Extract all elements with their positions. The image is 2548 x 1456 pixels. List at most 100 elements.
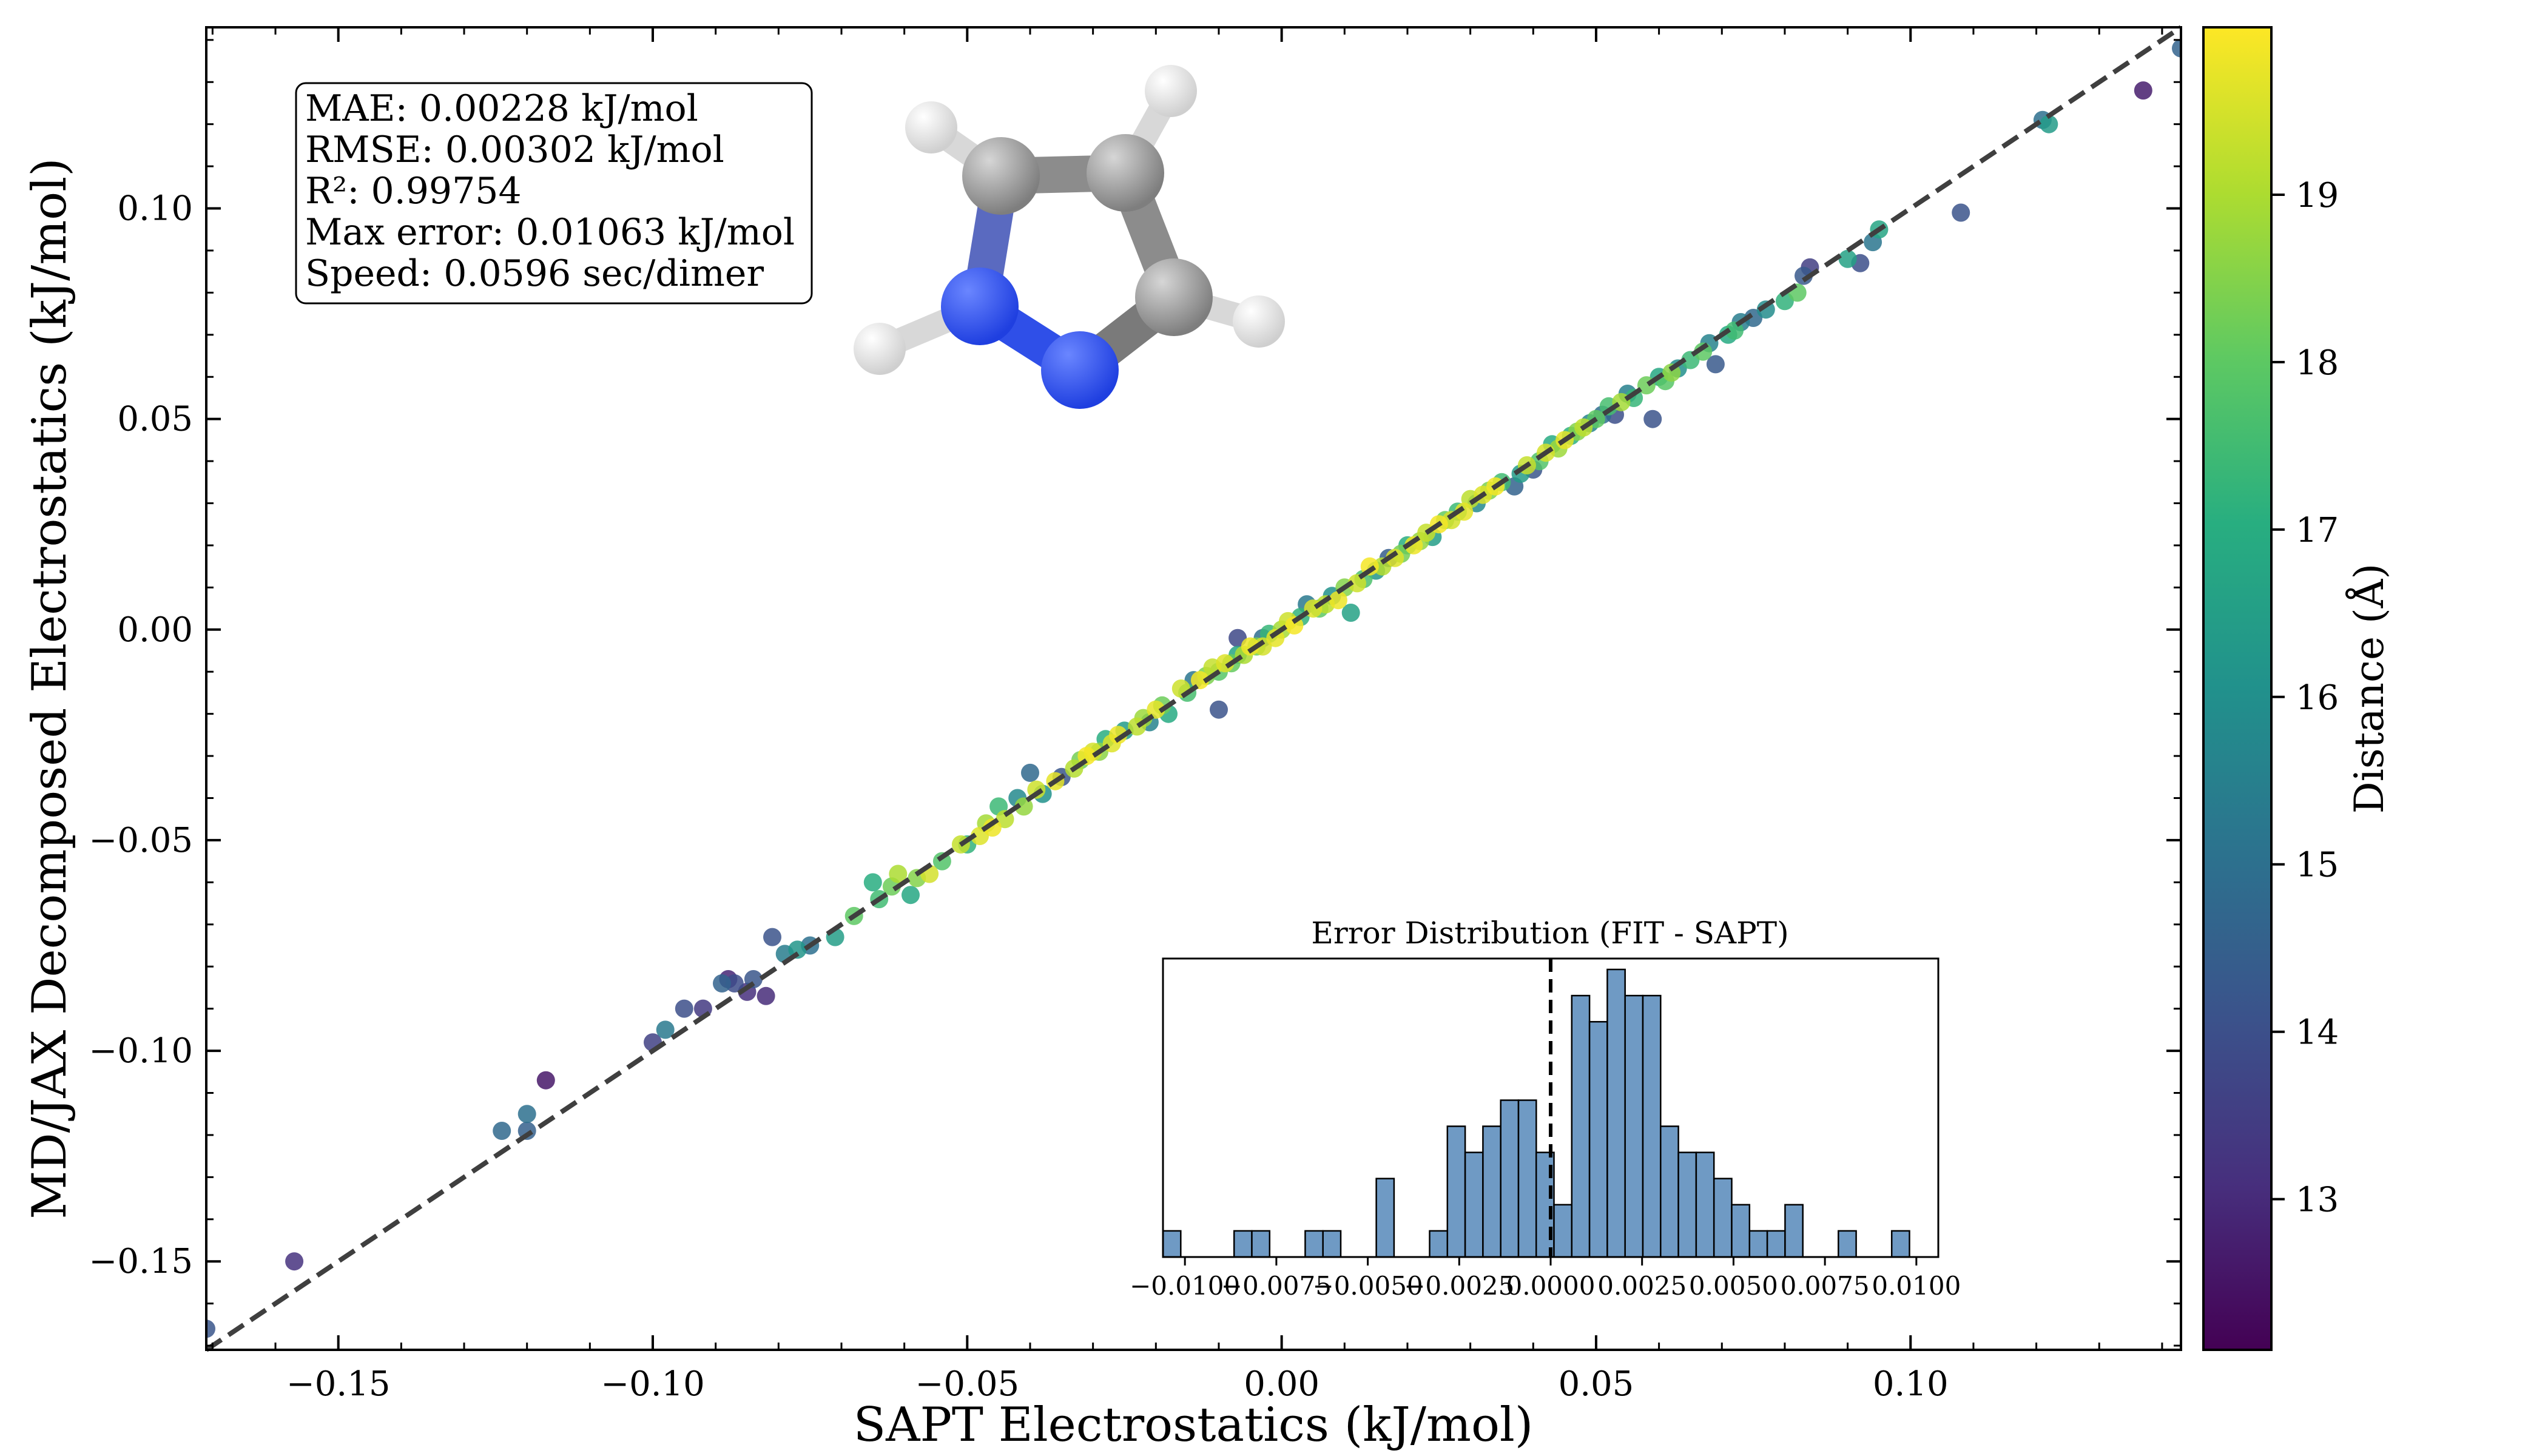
histogram-bar — [1482, 1125, 1502, 1258]
scatter-point — [1216, 654, 1235, 673]
histogram-bar — [1695, 1151, 1715, 1258]
inset-frame — [1162, 957, 1940, 1258]
histogram-bar — [1677, 1151, 1697, 1258]
y-axis-label: MD/JAX Decomposed Electrostatics (kJ/mol… — [22, 158, 77, 1219]
x-axis-label: SAPT Electrostatics (kJ/mol) — [854, 1398, 1534, 1452]
hydrogen-atom — [1145, 65, 1197, 117]
stats-rmse: RMSE: 0.00302 kJ/mol — [305, 129, 724, 171]
hydrogen-atom — [905, 101, 957, 153]
colorbar-frame — [2202, 26, 2273, 1351]
histogram-bar — [1464, 1151, 1484, 1258]
colorbar: 13 14 15 16 17 18 19 Distance (Å) — [2202, 26, 2393, 1351]
carbon-atom — [1135, 258, 1213, 336]
y-tick-label: −0.10 — [89, 1031, 193, 1071]
histogram-bar — [1517, 1099, 1537, 1258]
scatter-point — [493, 1122, 511, 1140]
inset-histogram: Error Distribution (FIT - SAPT) −0.0100−… — [1130, 915, 1961, 1301]
scatter-point — [1643, 410, 1662, 428]
histogram-bar — [1500, 1099, 1520, 1258]
scatter-point — [2040, 115, 2058, 133]
stats-r2: R²: 0.99754 — [305, 170, 522, 212]
scatter-point — [656, 1020, 675, 1039]
histogram-bar — [1162, 1230, 1182, 1258]
histogram-bar — [1588, 1020, 1608, 1258]
colorbar-tick-label: 18 — [2296, 343, 2339, 383]
scatter-point — [2172, 39, 2181, 58]
scatter-point — [536, 1071, 555, 1090]
histogram-bar — [1375, 1178, 1395, 1258]
x-tick-label: −0.05 — [915, 1364, 1020, 1404]
histogram-bar — [1429, 1230, 1449, 1258]
scatter-point — [1952, 203, 1970, 222]
inset-title: Error Distribution (FIT - SAPT) — [1311, 915, 1788, 951]
inset-x-tick-label: 0.0000 — [1506, 1271, 1596, 1301]
stats-max-error: Max error: 0.01063 kJ/mol — [305, 211, 795, 254]
histogram-bar — [1713, 1178, 1733, 1258]
x-tick-label: 0.00 — [1244, 1364, 1320, 1404]
hydrogen-atom — [1233, 295, 1285, 348]
inset-x-tick-label: −0.0050 — [1313, 1271, 1423, 1301]
histogram-bar — [1571, 994, 1591, 1258]
scatter-point — [1455, 502, 1474, 521]
colorbar-tick-label: 16 — [2296, 678, 2339, 718]
molecule-image — [854, 65, 1285, 409]
x-tick-label: −0.10 — [601, 1364, 705, 1404]
scatter-point — [1386, 548, 1404, 567]
scatter-point — [889, 864, 908, 883]
scatter-point — [1341, 604, 1360, 622]
stats-speed: Speed: 0.0596 sec/dimer — [305, 252, 764, 295]
histogram-bar — [1304, 1230, 1324, 1258]
y-tick-label: 0.10 — [117, 189, 193, 229]
stats-mae: MAE: 0.00228 kJ/mol — [305, 87, 698, 130]
scatter-point — [1109, 726, 1128, 744]
inset-x-tick-label: 0.0050 — [1689, 1271, 1778, 1301]
histogram-bar — [1766, 1230, 1786, 1258]
histogram-bar — [1251, 1230, 1271, 1258]
histogram-bar — [1784, 1204, 1804, 1258]
histogram-bar — [1624, 994, 1644, 1258]
y-tick-label: −0.15 — [89, 1242, 193, 1281]
scatter-point — [713, 974, 731, 993]
colorbar-tick-label: 15 — [2296, 846, 2339, 885]
x-tick-label: 0.05 — [1559, 1364, 1634, 1404]
scatter-point — [517, 1105, 536, 1124]
colorbar-tick-label: 17 — [2296, 511, 2339, 550]
nitrogen-atom — [1041, 331, 1119, 409]
nitrogen-atom — [941, 268, 1019, 345]
carbon-atom — [1087, 134, 1164, 212]
scatter-point — [2134, 81, 2152, 100]
inset-x-tick-label: 0.0025 — [1597, 1271, 1687, 1301]
inset-x-tick-label: −0.0075 — [1221, 1271, 1332, 1301]
inset-x-tick-label: −0.0100 — [1130, 1271, 1240, 1301]
histogram-bar — [1233, 1230, 1253, 1258]
colorbar-tick-label: 14 — [2296, 1013, 2339, 1053]
x-tick-label: 0.10 — [1873, 1364, 1949, 1404]
histogram-bar — [1446, 1125, 1466, 1258]
inset-x-tick-label: 0.0100 — [1872, 1271, 1961, 1301]
carbon-atom — [962, 137, 1040, 215]
histogram-bar — [1553, 1204, 1573, 1258]
stats-box-frame — [295, 82, 813, 305]
scatter-point — [1329, 591, 1347, 610]
scatter-point — [1241, 637, 1259, 656]
histogram-bar — [1322, 1230, 1342, 1258]
scatter-point — [902, 886, 920, 905]
histogram-bar — [1642, 994, 1662, 1258]
colorbar-label: Distance (Å) — [2346, 564, 2393, 814]
scatter-point — [757, 986, 775, 1005]
colorbar-tick-label: 19 — [2296, 176, 2339, 215]
hydrogen-atom — [854, 323, 906, 375]
scatter-point — [675, 999, 693, 1018]
scatter-point — [285, 1252, 304, 1271]
scatter-point — [763, 928, 781, 946]
histogram-bar — [1748, 1230, 1768, 1258]
histogram-bar — [1731, 1204, 1751, 1258]
y-tick-label: −0.05 — [89, 821, 193, 860]
scatter-point — [1838, 249, 1857, 268]
histogram-bar — [1660, 1125, 1679, 1258]
colorbar-tick-label: 13 — [2296, 1181, 2339, 1220]
histogram-bar — [1606, 968, 1626, 1258]
x-tick-label: −0.15 — [286, 1364, 391, 1404]
